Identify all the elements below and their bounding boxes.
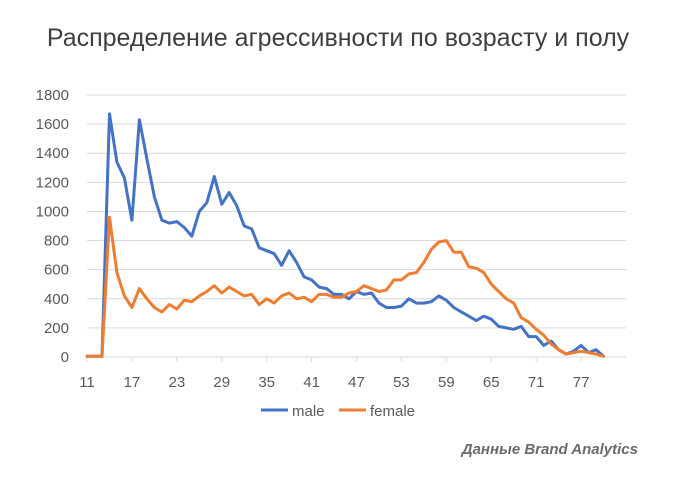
x-tick-label: 53 bbox=[393, 374, 410, 391]
chart-title: Распределение агрессивности по возрасту … bbox=[46, 24, 630, 52]
y-tick-label: 400 bbox=[44, 291, 69, 308]
y-tick-label: 200 bbox=[44, 320, 69, 337]
y-tick-label: 1000 bbox=[36, 203, 69, 220]
legend-label-female: female bbox=[370, 403, 415, 420]
y-tick-label: 1800 bbox=[36, 87, 69, 104]
x-tick-label: 71 bbox=[528, 374, 545, 391]
x-tick-label: 11 bbox=[79, 374, 95, 391]
x-tick-label: 29 bbox=[213, 374, 230, 391]
y-tick-label: 1400 bbox=[36, 145, 69, 162]
legend-label-male: male bbox=[292, 403, 325, 420]
grid-lines bbox=[87, 94, 626, 329]
x-tick-label: 59 bbox=[438, 374, 455, 391]
y-tick-label: 1600 bbox=[36, 116, 69, 133]
x-tick-label: 41 bbox=[303, 374, 320, 391]
series-lines bbox=[85, 112, 605, 358]
y-tick-label: 600 bbox=[44, 262, 69, 279]
x-tick-label: 35 bbox=[258, 374, 275, 391]
y-axis-tick-labels: 0 200 400 600 800 1000 1200 1400 1600 1800 bbox=[36, 87, 69, 366]
x-tick-label: 23 bbox=[168, 374, 185, 391]
series-line-female bbox=[85, 215, 605, 358]
y-tick-label: 0 bbox=[61, 349, 69, 366]
x-tick-label: 47 bbox=[348, 374, 365, 391]
x-axis-tick-labels: 11 17 23 29 35 41 47 53 59 65 71 77 bbox=[79, 357, 589, 391]
x-tick-label: 65 bbox=[483, 374, 500, 391]
legend: male female bbox=[261, 403, 415, 420]
x-tick-label: 77 bbox=[573, 374, 590, 391]
y-tick-label: 800 bbox=[44, 233, 69, 250]
y-tick-label: 1200 bbox=[36, 174, 69, 191]
x-tick-label: 17 bbox=[124, 374, 141, 391]
source-note: Данные Brand Analytics bbox=[461, 441, 638, 458]
